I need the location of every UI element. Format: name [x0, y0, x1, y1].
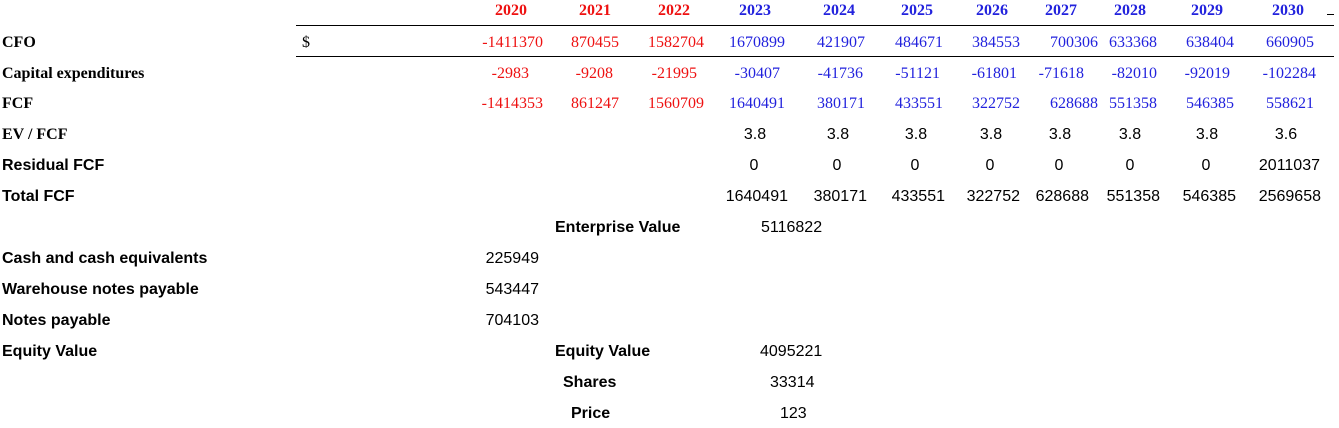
year-2028-header: 2028	[1114, 2, 1146, 19]
fcf-2028: 551358	[1109, 95, 1157, 112]
capex-2022: -21995	[651, 65, 697, 82]
equity-value-label: Equity Value	[555, 343, 651, 360]
total-fcf-2029: 546385	[1182, 188, 1236, 205]
notes-payable-value: 704103	[485, 312, 539, 329]
cfo-2023: 1670899	[729, 34, 785, 51]
shares-value: 33314	[770, 374, 815, 391]
fcf-2025: 433551	[895, 95, 943, 112]
total-fcf-2028: 551358	[1106, 188, 1160, 205]
capex-2029: -92019	[1184, 65, 1230, 82]
ev-fcf-2025: 3.8	[904, 126, 928, 143]
cfo-2020: -1411370	[482, 34, 543, 51]
warehouse-notes-value: 543447	[485, 281, 539, 298]
residual-fcf-2023: 0	[749, 157, 759, 174]
ev-fcf-2024: 3.8	[826, 126, 850, 143]
warehouse-notes-label: Warehouse notes payable	[2, 281, 199, 298]
total-fcf-2024: 380171	[813, 188, 867, 205]
ev-fcf-label: EV / FCF	[2, 126, 68, 143]
fcf-2020: -1414353	[481, 95, 543, 112]
fcf-label: FCF	[2, 95, 34, 112]
fcf-2022: 1560709	[648, 95, 704, 112]
ev-fcf-2023: 3.8	[743, 126, 767, 143]
shares-label: Shares	[563, 374, 617, 391]
total-fcf-label: Total FCF	[2, 188, 75, 205]
capex-2028: -82010	[1111, 65, 1157, 82]
price-label: Price	[571, 405, 611, 422]
capex-2021: -9208	[575, 65, 613, 82]
cfo-2024: 421907	[817, 34, 865, 51]
notes-payable-label: Notes payable	[2, 312, 111, 329]
year-2021-header: 2021	[579, 2, 611, 19]
fcf-2029: 546385	[1186, 95, 1234, 112]
residual-fcf-2028: 0	[1125, 157, 1135, 174]
price-value: 123	[780, 405, 807, 422]
cfo-2027: 700306	[1050, 34, 1098, 51]
total-fcf-2030: 2569658	[1258, 188, 1321, 205]
ev-fcf-2030: 3.6	[1274, 126, 1298, 143]
cash-value: 225949	[485, 250, 539, 267]
header-underline	[296, 25, 1334, 26]
total-fcf-2027: 628688	[1035, 188, 1089, 205]
year-2026-header: 2026	[976, 2, 1008, 19]
ev-fcf-2028: 3.8	[1118, 126, 1142, 143]
year-2025-header: 2025	[901, 2, 933, 19]
year-2024-header: 2024	[823, 2, 855, 19]
capex-label: Capital expenditures	[2, 65, 145, 82]
fcf-2027: 628688	[1050, 95, 1098, 112]
cfo-2028: 633368	[1109, 34, 1157, 51]
cfo-2029: 638404	[1186, 34, 1234, 51]
cfo-2021: 870455	[571, 34, 619, 51]
cash-label: Cash and cash equivalents	[2, 250, 208, 267]
ev-fcf-2027: 3.8	[1048, 126, 1072, 143]
residual-fcf-2029: 0	[1201, 157, 1211, 174]
enterprise-value-label: Enterprise Value	[555, 219, 681, 236]
capex-2024: -41736	[817, 65, 863, 82]
capex-2027: -71618	[1038, 65, 1084, 82]
fcf-2026: 322752	[972, 95, 1020, 112]
fcf-2021: 861247	[571, 95, 619, 112]
cfo-2030: 660905	[1266, 34, 1314, 51]
cfo-2022: 1582704	[648, 34, 704, 51]
year-2022-header: 2022	[658, 2, 690, 19]
residual-fcf-2024: 0	[832, 157, 842, 174]
corner-tick	[1327, 14, 1334, 15]
equity-value-left-label: Equity Value	[2, 343, 98, 360]
residual-fcf-2025: 0	[910, 157, 920, 174]
year-2023-header: 2023	[739, 2, 771, 19]
residual-fcf-2030: 2011037	[1258, 157, 1320, 174]
capex-2030: -102284	[1262, 65, 1316, 82]
total-fcf-2023: 1640491	[725, 188, 788, 205]
currency-symbol: $	[302, 34, 310, 51]
year-2030-header: 2030	[1272, 2, 1304, 19]
year-2020-header: 2020	[495, 2, 527, 19]
cfo-label: CFO	[2, 34, 36, 51]
enterprise-value: 5116822	[761, 219, 823, 236]
capex-2026: -61801	[971, 65, 1017, 82]
residual-fcf-label: Residual FCF	[2, 157, 105, 174]
fcf-2030: 558621	[1266, 95, 1314, 112]
ev-fcf-2029: 3.8	[1195, 126, 1219, 143]
fcf-2024: 380171	[817, 95, 865, 112]
capex-2023: -30407	[734, 65, 780, 82]
residual-fcf-2026: 0	[985, 157, 995, 174]
cfo-underline	[296, 56, 1334, 57]
total-fcf-2026: 322752	[966, 188, 1020, 205]
total-fcf-2025: 433551	[891, 188, 945, 205]
year-2027-header: 2027	[1045, 2, 1077, 19]
capex-2020: -2983	[491, 65, 529, 82]
capex-2025: -51121	[895, 65, 940, 82]
cfo-2025: 484671	[895, 34, 943, 51]
fcf-2023: 1640491	[729, 95, 785, 112]
year-2029-header: 2029	[1191, 2, 1223, 19]
ev-fcf-2026: 3.8	[979, 126, 1003, 143]
residual-fcf-2027: 0	[1054, 157, 1064, 174]
cfo-2026: 384553	[972, 34, 1020, 51]
equity-value: 4095221	[760, 343, 823, 360]
